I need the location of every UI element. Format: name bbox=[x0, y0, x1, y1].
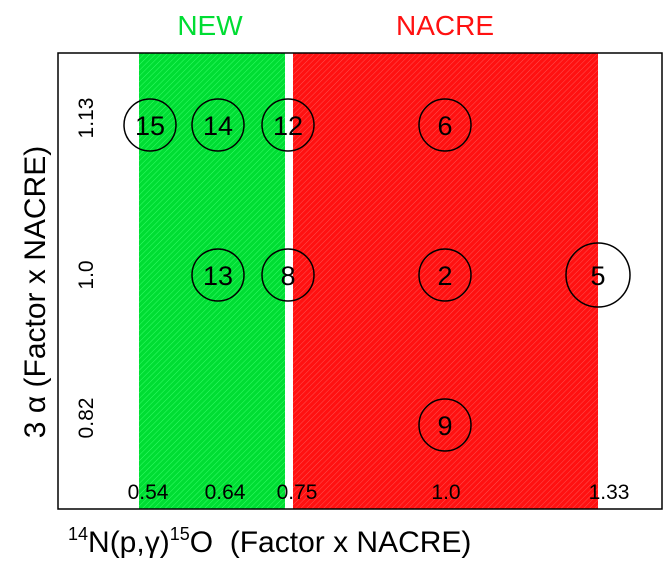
plot-frame bbox=[57, 52, 663, 510]
x-title-super-1: 14 bbox=[68, 524, 88, 544]
nacre-band-label: NACRE bbox=[396, 10, 494, 41]
nacre-band bbox=[293, 53, 598, 509]
x-tick-0.75: 0.75 bbox=[277, 481, 318, 504]
point-label-14: 14 bbox=[203, 111, 233, 141]
point-5: 5 bbox=[565, 242, 631, 308]
x-title-main: N(p,γ) bbox=[88, 526, 170, 559]
y-tick-0.82: 0.82 bbox=[75, 398, 98, 439]
point-2: 2 bbox=[418, 248, 472, 302]
x-tick-1.33: 1.33 bbox=[589, 481, 630, 504]
y-tick-1.13: 1.13 bbox=[75, 98, 98, 139]
point-9: 9 bbox=[418, 398, 472, 452]
new-band bbox=[139, 53, 285, 509]
point-label-15: 15 bbox=[135, 111, 165, 141]
point-label-9: 9 bbox=[437, 411, 452, 441]
point-6: 6 bbox=[418, 98, 472, 152]
point-label-12: 12 bbox=[273, 111, 303, 141]
x-title-tail: O (Factor x NACRE) bbox=[190, 526, 472, 559]
new-band-label: NEW bbox=[177, 10, 243, 41]
point-15: 15 bbox=[123, 98, 177, 152]
point-8: 8 bbox=[261, 248, 315, 302]
y-tick-1.0: 1.0 bbox=[75, 260, 98, 289]
x-tick-0.54: 0.54 bbox=[128, 481, 169, 504]
point-label-6: 6 bbox=[437, 111, 452, 141]
x-title-super-2: 15 bbox=[170, 524, 190, 544]
point-12: 12 bbox=[261, 98, 315, 152]
x-tick-1.0: 1.0 bbox=[431, 481, 460, 504]
x-axis-title: 14N(p,γ)15O (Factor x NACRE) bbox=[68, 524, 471, 559]
y-axis-title: 3 α (Factor x NACRE) bbox=[19, 146, 52, 438]
point-13: 13 bbox=[191, 248, 245, 302]
point-label-13: 13 bbox=[203, 261, 233, 291]
point-14: 14 bbox=[191, 98, 245, 152]
point-label-8: 8 bbox=[280, 261, 295, 291]
x-tick-0.64: 0.64 bbox=[205, 481, 246, 504]
point-label-5: 5 bbox=[590, 261, 605, 291]
point-label-2: 2 bbox=[437, 261, 452, 291]
